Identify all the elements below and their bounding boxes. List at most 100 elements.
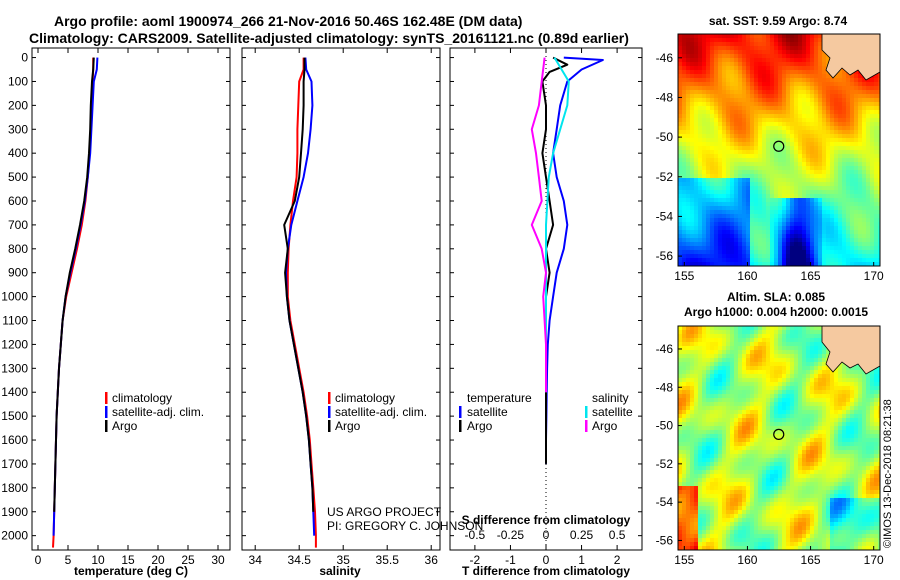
heatmap-cell (802, 238, 807, 243)
heatmap-cell (734, 250, 739, 255)
heatmap-cell (718, 62, 723, 67)
heatmap-cell (846, 442, 851, 447)
heatmap-cell (874, 430, 879, 435)
heatmap-cell (698, 250, 703, 255)
heatmap-cell (862, 214, 867, 219)
heatmap-cell (858, 226, 863, 231)
heatmap-cell (762, 410, 767, 415)
heatmap-cell (858, 182, 863, 187)
heatmap-cell (742, 102, 747, 107)
heatmap-cell (694, 122, 699, 127)
heatmap-cell (718, 206, 723, 211)
heatmap-cell (690, 262, 695, 266)
heatmap-cell (682, 418, 687, 423)
heatmap-cell (750, 202, 755, 207)
heatmap-cell (750, 226, 755, 231)
heatmap-cell (878, 230, 880, 235)
heatmap-cell (802, 138, 807, 143)
heatmap-cell (694, 82, 699, 87)
heatmap-cell (742, 406, 747, 411)
heatmap-cell (854, 82, 859, 87)
heatmap-cell (742, 334, 747, 339)
heatmap-cell (750, 390, 755, 395)
heatmap-cell (754, 386, 759, 391)
x-tick-label: -1 (505, 553, 516, 567)
heatmap-cell (730, 126, 735, 131)
heatmap-cell (706, 170, 711, 175)
heatmap-cell (702, 326, 707, 331)
heatmap-cell (818, 58, 823, 63)
heatmap-cell (790, 382, 795, 387)
heatmap-cell (798, 214, 803, 219)
heatmap-cell (786, 430, 791, 435)
heatmap-cell (810, 58, 815, 63)
heatmap-cell (878, 114, 880, 119)
heatmap-cell (702, 438, 707, 443)
heatmap-cell (858, 246, 863, 251)
heatmap-cell (686, 214, 691, 219)
heatmap-cell (874, 222, 879, 227)
heatmap-cell (762, 174, 767, 179)
heatmap-cell (742, 166, 747, 171)
heatmap-cell (730, 402, 735, 407)
heatmap-cell (758, 458, 763, 463)
heatmap-cell (766, 462, 771, 467)
heatmap-cell (766, 50, 771, 55)
heatmap-cell (858, 426, 863, 431)
heatmap-cell (862, 254, 867, 259)
heatmap-cell (746, 334, 751, 339)
heatmap-cell (722, 218, 727, 223)
x-tick-label: 5 (65, 553, 72, 567)
heatmap-cell (734, 386, 739, 391)
heatmap-cell (726, 186, 731, 191)
heatmap-cell (814, 366, 819, 371)
heatmap-cell (866, 114, 871, 119)
heatmap-cell (686, 130, 691, 135)
heatmap-cell (750, 134, 755, 139)
heatmap-cell (814, 234, 819, 239)
heatmap-cell (806, 154, 811, 159)
heatmap-cell (826, 410, 831, 415)
heatmap-cell (774, 82, 779, 87)
heatmap-cell (786, 422, 791, 427)
heatmap-cell (826, 350, 831, 355)
heatmap-cell (858, 194, 863, 199)
heatmap-cell (722, 374, 727, 379)
heatmap-cell (870, 146, 875, 151)
heatmap-cell (794, 350, 799, 355)
heatmap-cell (846, 182, 851, 187)
heatmap-cell (782, 410, 787, 415)
heatmap-cell (826, 398, 831, 403)
heatmap-cell (718, 414, 723, 419)
heatmap-cell (802, 358, 807, 363)
heatmap-cell (874, 442, 879, 447)
heatmap-cell (686, 154, 691, 159)
heatmap-cell (738, 78, 743, 83)
heatmap-cell (714, 186, 719, 191)
heatmap-cell (678, 350, 683, 355)
heatmap-cell (694, 190, 699, 195)
heatmap-cell (682, 114, 687, 119)
heatmap-cell (834, 462, 839, 467)
heatmap-cell (842, 186, 847, 191)
heatmap-cell (774, 230, 779, 235)
heatmap-cell (794, 378, 799, 383)
heatmap-cell (774, 166, 779, 171)
heatmap-cell (774, 454, 779, 459)
heatmap-cell (762, 178, 767, 183)
heatmap-cell (690, 42, 695, 47)
heatmap-cell (790, 186, 795, 191)
heatmap-cell (818, 210, 823, 215)
legend-label-satellite: satellite-adj. clim. (112, 405, 204, 419)
heatmap-cell (746, 194, 751, 199)
heatmap-cell (838, 450, 843, 455)
heatmap-cell (742, 162, 747, 167)
heatmap-cell (690, 462, 695, 467)
heatmap-cell (838, 458, 843, 463)
heatmap-cell (874, 238, 879, 243)
heatmap-cell (834, 182, 839, 187)
heatmap-cell (738, 258, 743, 263)
heatmap-cell (722, 390, 727, 395)
heatmap-cell (858, 258, 863, 263)
heatmap-cell (726, 374, 731, 379)
